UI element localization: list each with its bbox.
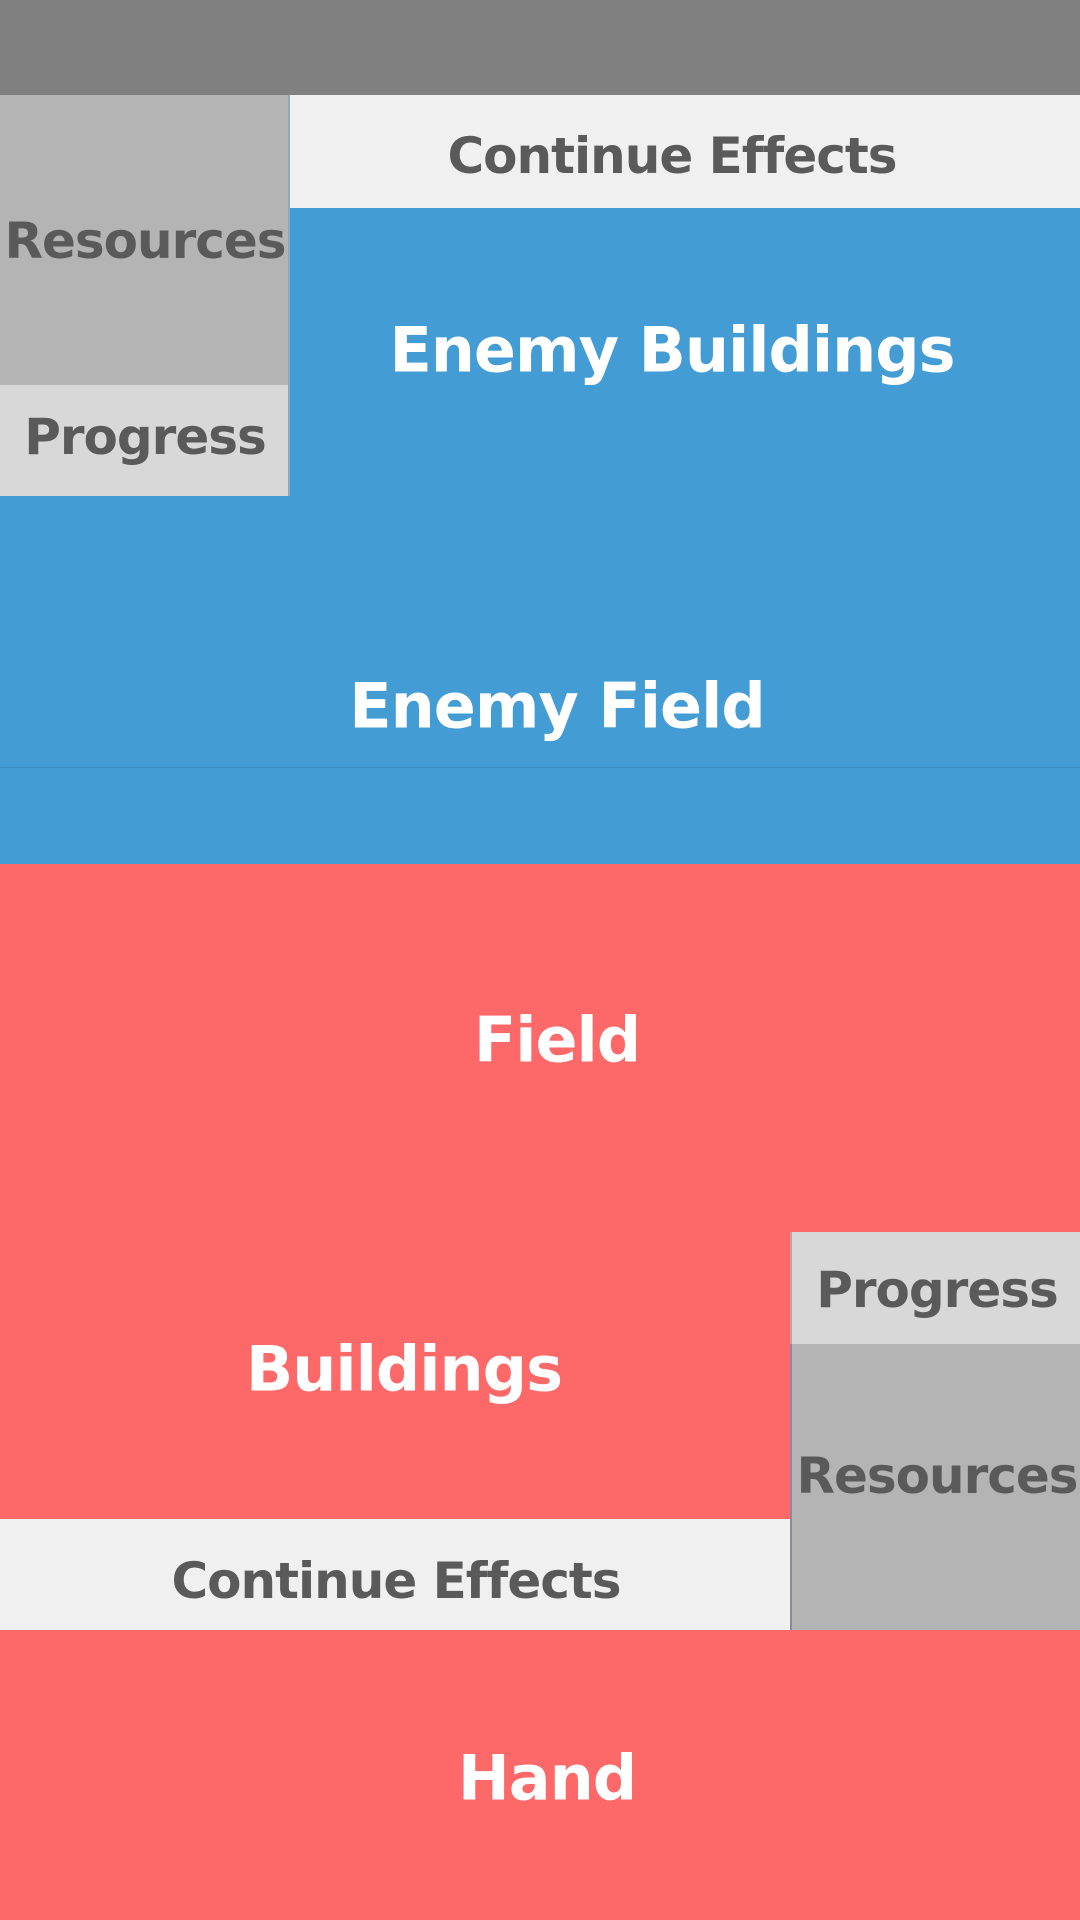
player-buildings-label: Buildings	[246, 1332, 563, 1406]
enemy-progress-label: Progress	[24, 408, 267, 466]
player-hand-label: Hand	[457, 1741, 637, 1815]
player-resources-label: Resources	[796, 1447, 1078, 1505]
player-progress-label: Progress	[816, 1261, 1059, 1319]
player-buildings-zone[interactable]: Buildings	[0, 1232, 790, 1519]
player-hand-zone[interactable]: Hand	[0, 1630, 1080, 1920]
enemy-field-zone[interactable]: Enemy Field	[0, 496, 1080, 864]
player-field-label: Field	[473, 1003, 641, 1077]
player-resources-panel[interactable]: Resources	[790, 1344, 1080, 1630]
player-progress-panel[interactable]: Progress	[790, 1232, 1080, 1344]
enemy-field-divider	[0, 767, 1080, 768]
player-continue-effects-panel[interactable]: Continue Effects	[0, 1519, 790, 1630]
top-bar	[0, 0, 1080, 95]
enemy-resources-panel[interactable]: Resources	[0, 95, 290, 385]
enemy-resources-label: Resources	[4, 212, 286, 270]
enemy-field-label: Enemy Field	[349, 669, 765, 743]
enemy-progress-panel[interactable]: Progress	[0, 385, 290, 496]
player-continue-effects-label: Continue Effects	[171, 1552, 621, 1610]
enemy-buildings-label: Enemy Buildings	[389, 313, 955, 387]
enemy-continue-effects-panel[interactable]: Continue Effects	[290, 95, 1080, 208]
enemy-buildings-zone[interactable]: Enemy Buildings	[290, 208, 1080, 496]
player-field-zone[interactable]: Field	[0, 864, 1080, 1232]
enemy-continue-effects-label: Continue Effects	[447, 127, 897, 185]
